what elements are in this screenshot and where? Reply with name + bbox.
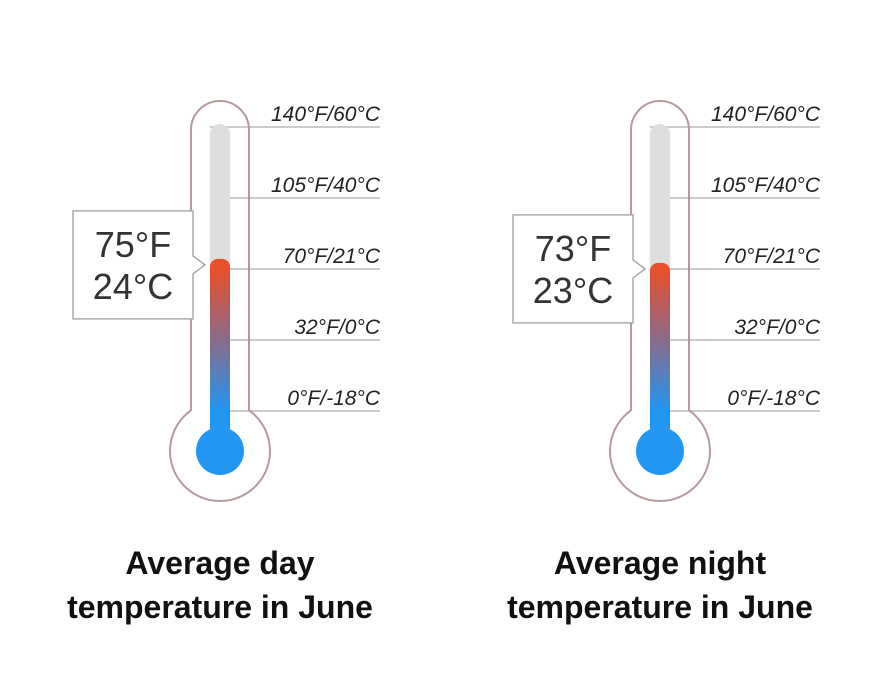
reading-fahrenheit: 75°F (95, 224, 171, 265)
tick-label: 0°F/-18°C (727, 387, 820, 410)
mercury-bulb (636, 427, 684, 475)
tick-label: 70°F/21°C (723, 245, 821, 268)
chart-title-line: temperature in June (67, 589, 373, 625)
reading-celsius: 24°C (93, 266, 173, 307)
mercury-column (210, 258, 230, 451)
chart-title-line: Average night (554, 545, 767, 581)
mercury-column (650, 262, 670, 451)
tick-label: 32°F/0°C (734, 316, 820, 339)
reading-celsius: 23°C (533, 270, 613, 311)
tick-label: 105°F/40°C (271, 174, 381, 197)
tick-label: 0°F/-18°C (287, 387, 380, 410)
reading-fahrenheit: 73°F (535, 228, 611, 269)
tick-label: 105°F/40°C (711, 174, 821, 197)
chart-title-line: Average day (125, 545, 314, 581)
thermometer-night: 140°F/60°C 105°F/40°C 70°F/21°C 32°F/0°C 0°F… (507, 100, 821, 625)
thermometer-day: 140°F/60°C 105°F/40°C 70°F/21°C 32°F/0°C 0°F… (67, 100, 381, 625)
tick-label: 140°F/60°C (271, 103, 381, 126)
tick-label: 32°F/0°C (294, 316, 380, 339)
reading-callout (72, 210, 207, 320)
reading-callout (512, 214, 647, 324)
tick-label: 140°F/60°C (711, 103, 821, 126)
mercury-bulb (196, 427, 244, 475)
chart-title-line: temperature in June (507, 589, 813, 625)
tick-label: 70°F/21°C (283, 245, 381, 268)
